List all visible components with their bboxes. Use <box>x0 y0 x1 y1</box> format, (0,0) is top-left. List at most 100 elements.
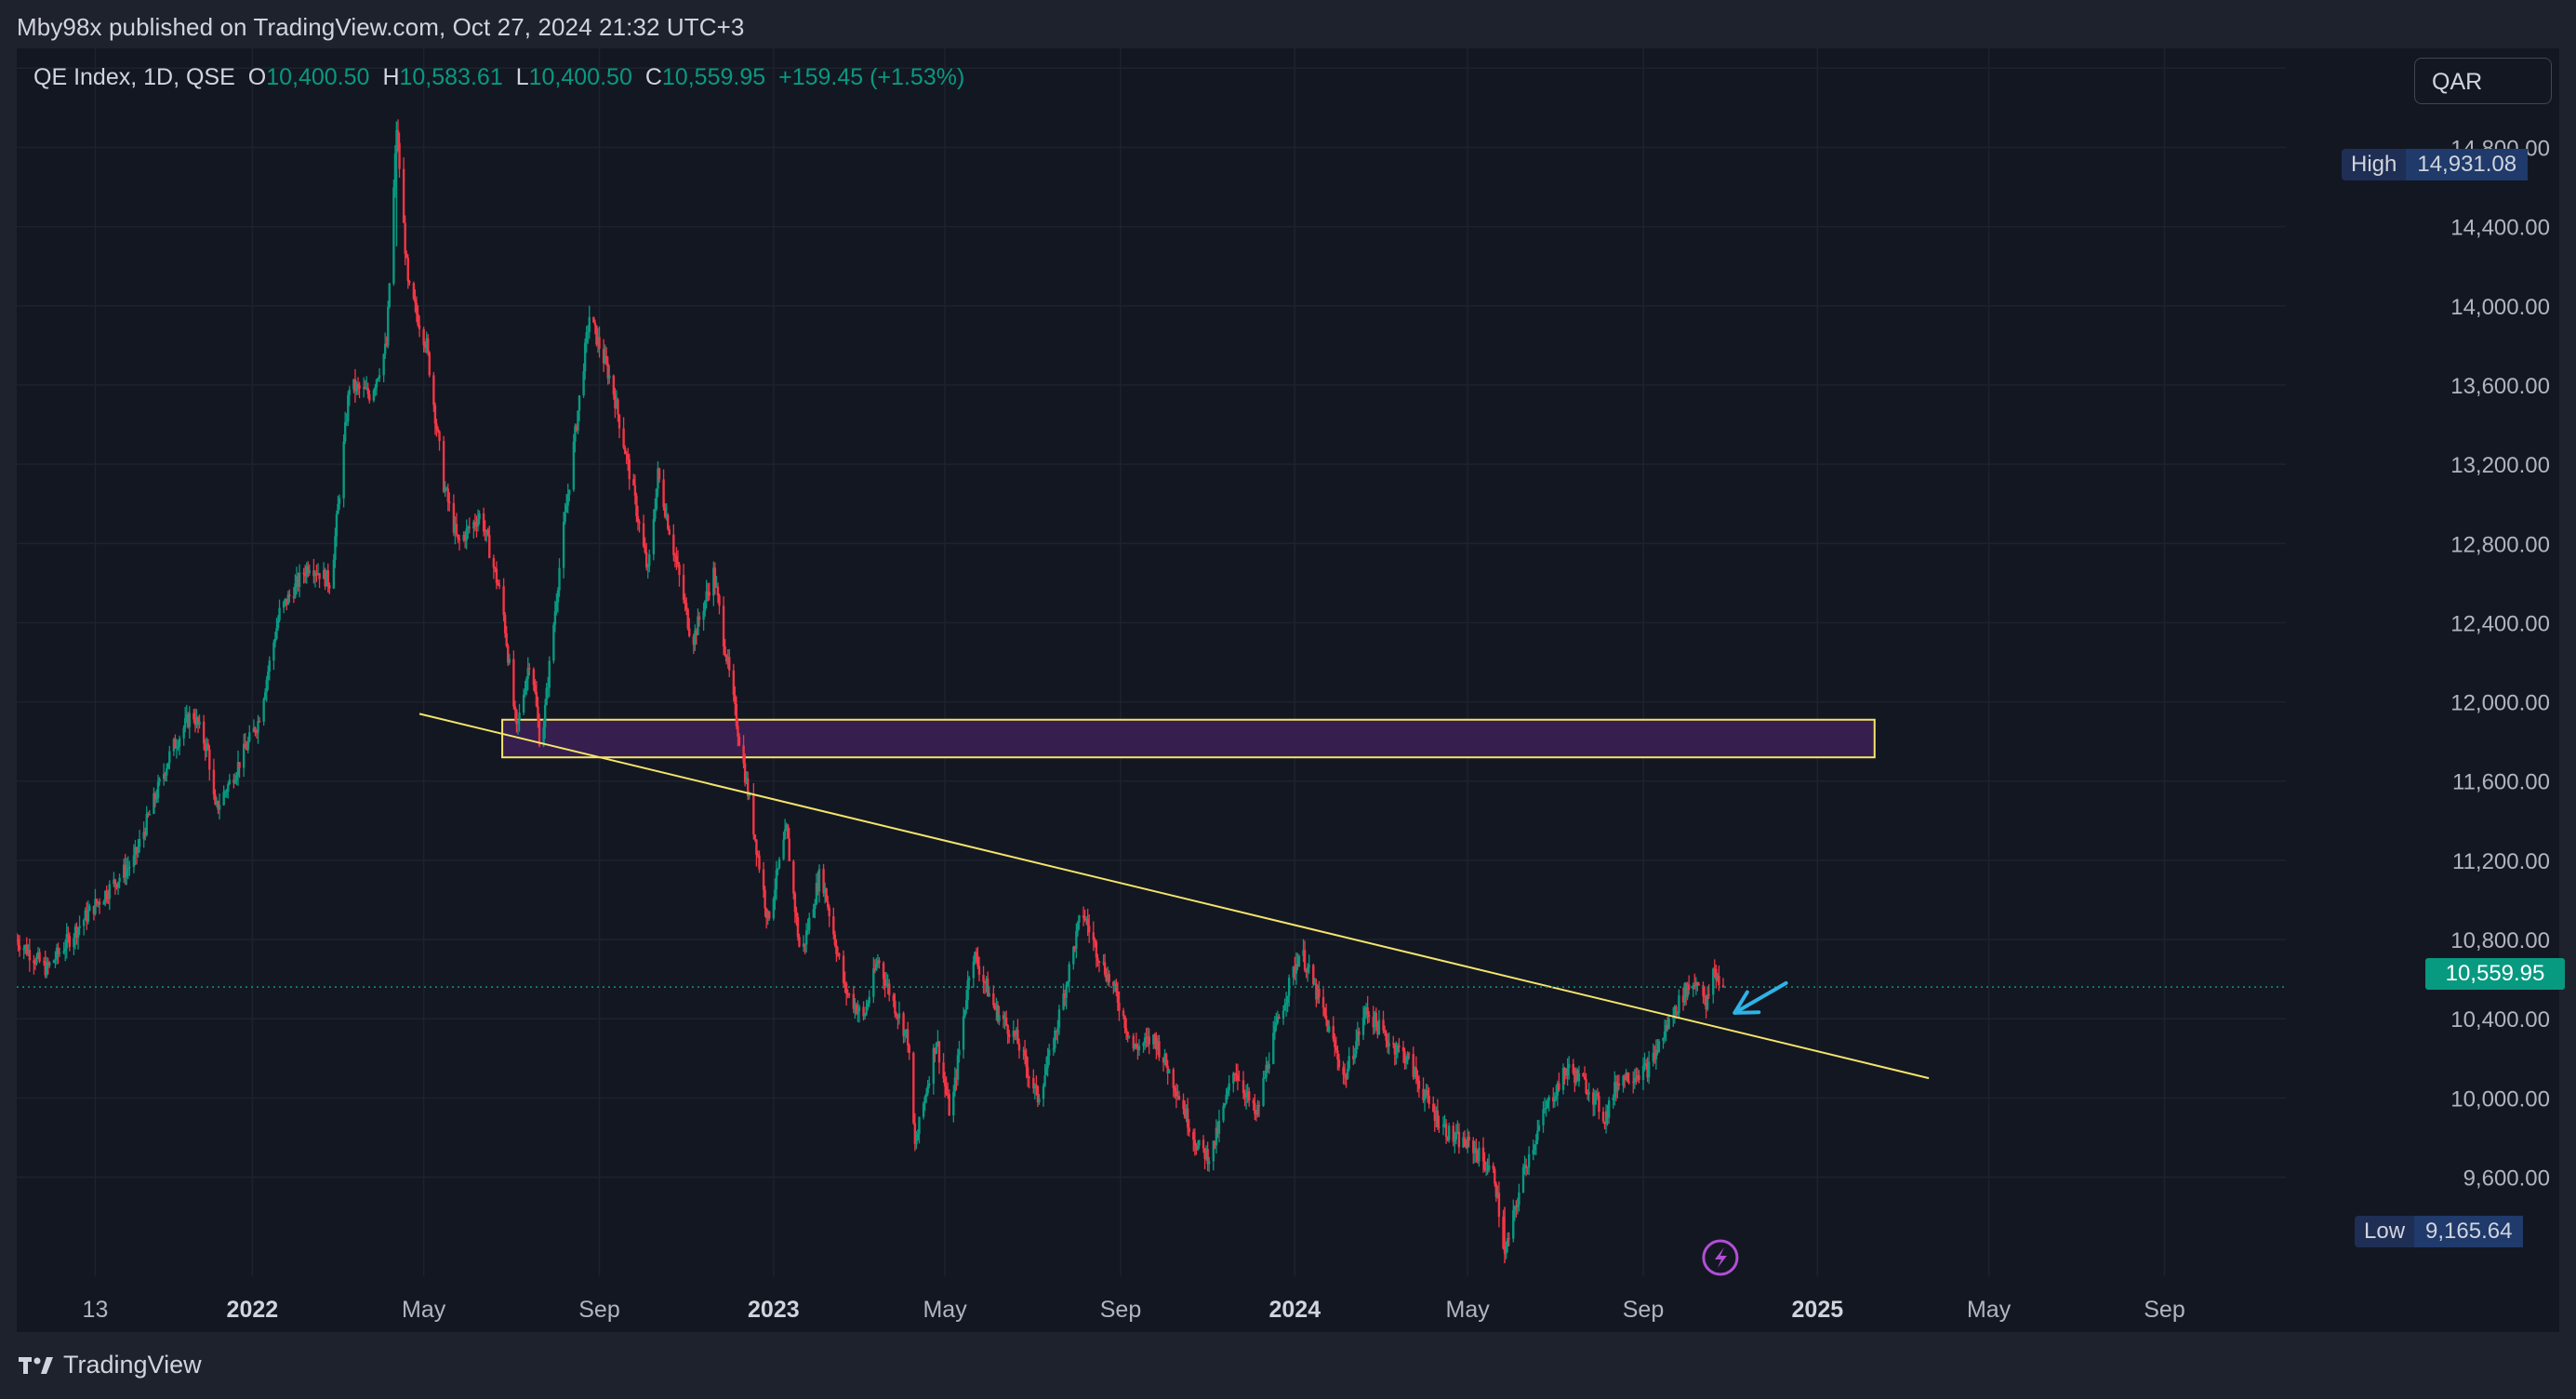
candle-body <box>1507 1238 1510 1240</box>
candle-body <box>445 488 448 490</box>
candle-body <box>1212 1140 1215 1162</box>
price-tick-label: 12,800.00 <box>2450 532 2550 557</box>
candle-body <box>1185 1108 1188 1118</box>
high-marker-value: 14,931.08 <box>2406 149 2529 180</box>
candle-body <box>294 583 297 598</box>
candle-body <box>52 960 56 963</box>
candle-body <box>875 963 878 970</box>
candle-body <box>1283 1005 1286 1011</box>
candle-body <box>204 743 206 752</box>
candle-body <box>1553 1099 1556 1102</box>
candle-body <box>22 948 25 951</box>
candle-body <box>682 575 685 600</box>
candle-body <box>1036 1086 1040 1102</box>
candle-body <box>366 387 369 394</box>
candle-body <box>1215 1127 1218 1146</box>
candle-body <box>802 943 805 947</box>
candle-body <box>193 713 195 720</box>
candle-body <box>1416 1076 1419 1081</box>
candle-body <box>1386 1040 1389 1046</box>
candle-body <box>1097 961 1101 963</box>
candle-body <box>745 778 748 783</box>
candle-body <box>1715 968 1718 980</box>
resistance-zone[interactable] <box>501 718 1876 759</box>
candle-body <box>842 955 845 983</box>
candle-body <box>332 559 336 589</box>
candle-body <box>265 679 268 693</box>
arrow-shaft[interactable] <box>1733 980 1788 1015</box>
candle-body <box>1452 1126 1454 1142</box>
candle-body <box>1343 1074 1347 1076</box>
candle-body <box>903 1030 907 1037</box>
candle-body <box>36 952 40 957</box>
chart-pane[interactable]: 9,600.00 10,000.00 10,400.00 10,800.00 11,20… <box>17 48 2565 1332</box>
candle-body <box>1292 966 1295 978</box>
candle-body <box>1382 1019 1385 1031</box>
candle-body <box>463 534 467 541</box>
time-axis: 13 2022 May Sep 2023 May Sep 2024 May Sep 2025 May S… <box>83 1297 2185 1323</box>
candle-body <box>278 607 281 620</box>
candle-body <box>593 322 597 326</box>
legend-low-label: L <box>515 64 529 90</box>
candle-body <box>1065 984 1068 998</box>
candle-body <box>1406 1053 1409 1061</box>
candle-body <box>838 953 841 956</box>
candle-body <box>665 514 668 517</box>
candle-body <box>118 877 121 883</box>
candle-body <box>1318 988 1321 997</box>
candle-body <box>667 514 670 529</box>
candle-body <box>888 983 891 995</box>
candle-body <box>508 659 511 663</box>
time-tick-label: May <box>923 1297 967 1323</box>
candle-body <box>312 570 315 577</box>
candle-body <box>25 945 28 954</box>
candle-body <box>1196 1145 1200 1151</box>
candle-body <box>806 929 809 931</box>
candle-body <box>1542 1109 1545 1126</box>
candle-body <box>212 769 216 795</box>
candle-body <box>1502 1217 1505 1249</box>
candle-body <box>488 535 491 558</box>
candle-body <box>1683 983 1686 1003</box>
candle-body <box>1417 1080 1421 1089</box>
candle-body <box>436 429 440 432</box>
candle-body <box>876 960 880 964</box>
candle-body <box>652 518 656 554</box>
currency-button[interactable]: QAR <box>2414 58 2552 104</box>
legend-high: 10,583.61 <box>399 64 503 90</box>
candle-body <box>912 1052 915 1124</box>
candle-body <box>668 528 671 535</box>
price-tick-label: 14,400.00 <box>2450 216 2550 241</box>
candle-body <box>1276 1017 1280 1023</box>
candle-body <box>315 573 318 575</box>
descending-trendline[interactable] <box>418 713 1930 1080</box>
candle-body <box>545 687 548 705</box>
candle-body <box>1515 1206 1518 1208</box>
candle-body <box>1666 1024 1669 1030</box>
candle-body <box>516 720 520 725</box>
candle-body <box>172 739 176 752</box>
candle-body <box>948 1094 950 1116</box>
tradingview-logo[interactable]: TradingView <box>19 1351 202 1379</box>
arrow-head[interactable] <box>1733 990 1761 1015</box>
candle-body <box>575 426 578 431</box>
price-tick-label: 14,000.00 <box>2450 295 2550 320</box>
candle-body <box>44 961 46 976</box>
candle-body <box>286 594 289 606</box>
candle-body <box>1323 1007 1326 1016</box>
candle-body <box>1083 917 1086 920</box>
candle-body <box>113 879 117 885</box>
candle-body <box>1192 1131 1195 1140</box>
candle-body <box>1392 1043 1395 1045</box>
candle-body <box>387 307 390 346</box>
candle-body <box>88 905 91 912</box>
price-chart[interactable]: 9,600.00 10,000.00 10,400.00 10,800.00 11,20… <box>17 48 2559 1332</box>
candle-body <box>1593 1093 1596 1105</box>
candle-body <box>1106 974 1109 981</box>
candle-body <box>1546 1100 1549 1108</box>
candle-body <box>1062 993 1065 1010</box>
candle-body <box>452 502 456 533</box>
candle-body <box>1026 1067 1029 1077</box>
candle-body <box>1193 1139 1197 1146</box>
candle-body <box>598 337 601 349</box>
